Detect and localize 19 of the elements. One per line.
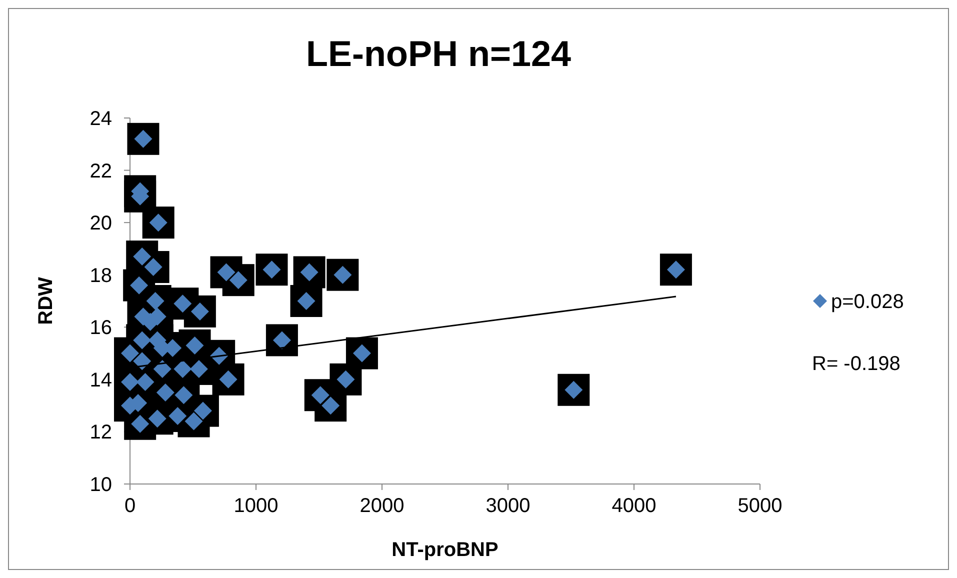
y-tick-label: 24 bbox=[90, 108, 112, 130]
x-tick-label: 2000 bbox=[360, 495, 404, 517]
text: R= -0.198 bbox=[812, 353, 900, 375]
y-tick-label: 10 bbox=[90, 474, 112, 496]
x-tick-label: 4000 bbox=[612, 495, 656, 517]
y-tick-label: 12 bbox=[90, 422, 112, 444]
x-tick-label: 0 bbox=[124, 495, 136, 517]
y-tick-label: 18 bbox=[90, 264, 112, 287]
x-axis-title: NT-proBNP bbox=[392, 539, 498, 561]
x-tick-label: 1000 bbox=[234, 495, 278, 517]
x-tick-label: 5000 bbox=[738, 495, 782, 517]
legend-label: p=0.028 bbox=[831, 291, 904, 313]
chart-title: LE-noPH n=124 bbox=[306, 33, 572, 74]
y-tick-label: 22 bbox=[90, 160, 112, 182]
x-tick-label: 3000 bbox=[486, 495, 530, 517]
y-tick-label: 14 bbox=[90, 369, 112, 392]
y-tick-label: 20 bbox=[90, 212, 112, 235]
y-tick-label: 16 bbox=[90, 317, 112, 340]
y-axis-title: RDW bbox=[35, 276, 57, 325]
